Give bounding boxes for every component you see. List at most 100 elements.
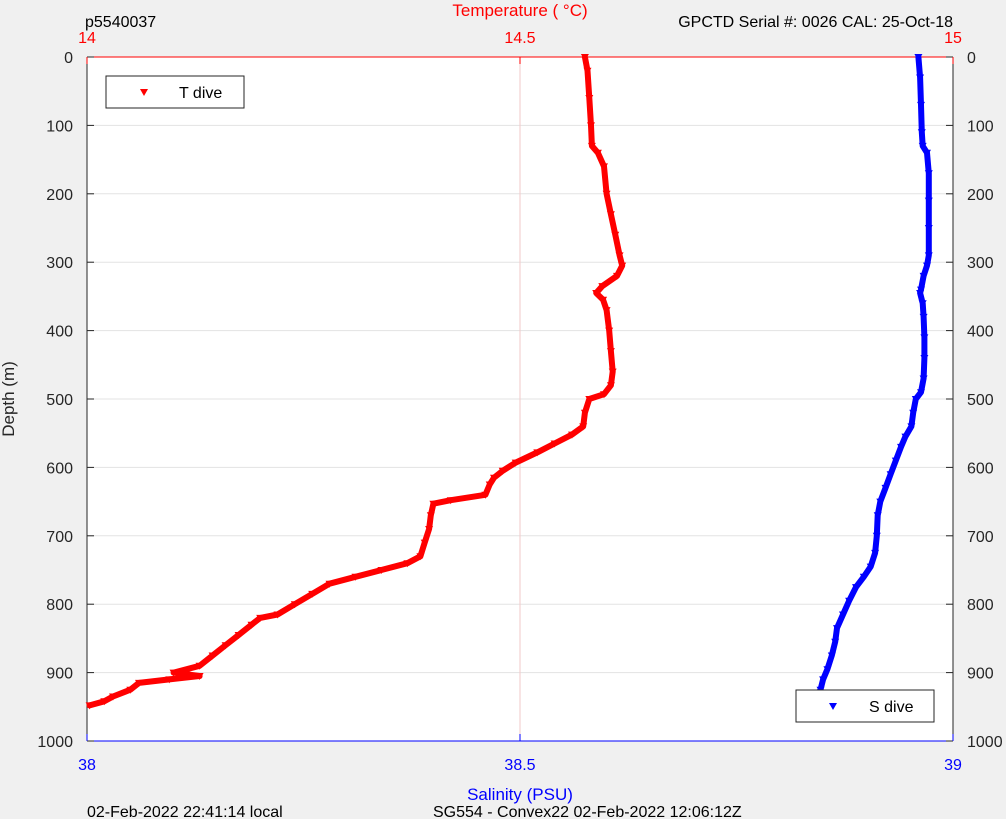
profile-id: p5540037 xyxy=(85,14,156,31)
glider-mission-info: SG554 - Convex22 02-Feb-2022 12:06:12Z xyxy=(433,804,742,819)
depth-axis-label: Depth (m) xyxy=(0,361,18,437)
data-point xyxy=(165,676,174,684)
depth-tick-label-left: 700 xyxy=(46,529,73,546)
data-point xyxy=(550,440,559,448)
data-point xyxy=(901,433,910,441)
data-point xyxy=(923,262,931,270)
data-point xyxy=(602,190,611,198)
data-point xyxy=(907,423,916,431)
data-point xyxy=(308,590,317,598)
data-point xyxy=(109,693,117,701)
data-point xyxy=(876,498,885,506)
data-point xyxy=(924,170,933,178)
data-point xyxy=(100,698,109,706)
data-point xyxy=(208,652,217,660)
data-point xyxy=(606,211,615,219)
salinity-tick-label: 38 xyxy=(78,757,96,774)
data-point xyxy=(917,129,926,137)
data-point xyxy=(247,621,256,629)
data-point xyxy=(618,262,627,270)
data-point xyxy=(325,580,334,588)
data-point xyxy=(611,231,620,239)
data-point xyxy=(606,382,615,390)
data-point xyxy=(273,611,282,619)
data-point xyxy=(914,54,923,61)
depth-tick-label-left: 1000 xyxy=(37,734,73,751)
data-point xyxy=(592,290,601,297)
data-point xyxy=(916,290,925,297)
salinity-axis-label: Salinity (PSU) xyxy=(467,785,573,804)
data-point xyxy=(599,296,608,304)
depth-tick-label-left: 0 xyxy=(64,50,73,67)
data-point xyxy=(859,573,868,581)
data-point xyxy=(613,272,621,280)
data-point xyxy=(891,457,900,465)
legend-s-label: S dive xyxy=(869,699,914,716)
legend-t-box xyxy=(105,75,245,109)
data-point xyxy=(580,409,589,417)
depth-tick-label-left: 200 xyxy=(46,187,73,204)
data-point xyxy=(403,560,412,568)
data-point xyxy=(290,601,299,609)
data-point xyxy=(135,679,143,687)
data-point xyxy=(587,122,595,130)
temperature-tick-label: 14.5 xyxy=(504,30,535,47)
data-point xyxy=(917,101,925,109)
data-point xyxy=(831,638,840,646)
depth-tick-label-right: 200 xyxy=(967,187,994,204)
legend-s-marker xyxy=(829,703,837,710)
depth-tick-label-left: 400 xyxy=(46,324,73,341)
data-point xyxy=(416,553,425,561)
legend-s-dive: S dive xyxy=(795,689,935,723)
data-point xyxy=(919,272,928,280)
data-point xyxy=(819,676,828,684)
temperature-axis-label: Temperature ( °C) xyxy=(452,1,587,20)
data-point xyxy=(511,459,520,467)
data-point xyxy=(498,467,507,475)
depth-tick-label-right: 700 xyxy=(967,529,994,546)
data-point xyxy=(425,526,434,533)
depth-tick-label-right: 500 xyxy=(967,392,994,409)
data-point xyxy=(919,375,928,383)
data-point xyxy=(923,149,931,157)
data-point xyxy=(920,334,929,342)
data-point xyxy=(827,652,836,660)
data-point xyxy=(587,142,596,150)
data-point xyxy=(583,67,592,75)
salinity-tick-label: 38.5 xyxy=(504,757,535,774)
data-point xyxy=(920,355,929,362)
data-point xyxy=(377,567,386,574)
depth-tick-label-right: 900 xyxy=(967,666,994,683)
data-point xyxy=(533,449,542,457)
data-point xyxy=(916,74,925,82)
depth-tick-label-left: 300 xyxy=(46,255,73,272)
data-point xyxy=(873,512,882,520)
depth-tick-label-left: 600 xyxy=(46,460,73,477)
depth-tick-label-right: 400 xyxy=(967,324,994,341)
data-point xyxy=(911,396,920,403)
data-point xyxy=(234,632,243,639)
data-point xyxy=(485,481,494,489)
series-s-dive xyxy=(808,54,933,708)
data-point xyxy=(195,662,204,670)
grid xyxy=(87,57,953,741)
temperature-tick-label: 15 xyxy=(944,30,962,47)
data-point xyxy=(429,500,438,508)
data-point xyxy=(580,54,589,61)
data-point xyxy=(866,563,875,571)
salinity-tick-label: 39 xyxy=(944,757,962,774)
data-point xyxy=(85,702,94,710)
data-point xyxy=(426,512,435,520)
serial-cal-info: GPCTD Serial #: 0026 CAL: 25-Oct-18 xyxy=(678,14,953,31)
data-point xyxy=(481,491,490,499)
data-point xyxy=(872,532,881,540)
data-point xyxy=(909,409,918,417)
data-point xyxy=(886,471,895,479)
depth-tick-label-right: 100 xyxy=(967,118,994,135)
local-timestamp: 02-Feb-2022 22:41:14 local xyxy=(87,804,283,819)
data-point xyxy=(256,614,265,622)
series-t-dive xyxy=(85,54,627,710)
legend-t-dive: T dive xyxy=(105,75,245,109)
data-point xyxy=(917,389,925,397)
